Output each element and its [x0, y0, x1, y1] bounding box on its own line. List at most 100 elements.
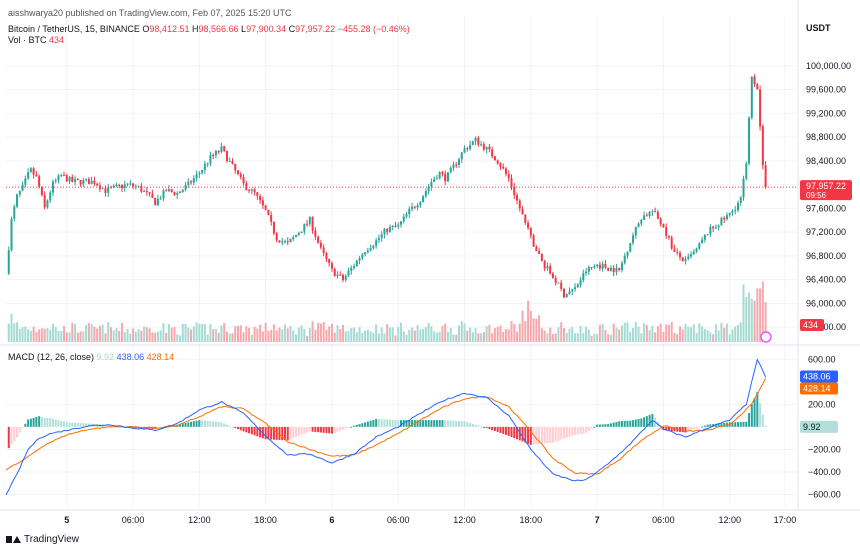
- macd-histogram-bar: [690, 426, 693, 431]
- macd-histogram-bar: [391, 419, 394, 427]
- candle-body: [640, 219, 643, 224]
- candle-body: [129, 183, 132, 185]
- footer-brand[interactable]: TradingView: [6, 534, 79, 545]
- macd-histogram-bar: [361, 423, 364, 427]
- candle-body: [692, 251, 695, 255]
- volume-bar: [220, 325, 223, 342]
- macd-histogram-bar: [480, 426, 483, 428]
- macd-histogram-bar: [433, 420, 436, 427]
- macd-histogram-bar: [502, 426, 505, 434]
- volume-bar: [353, 327, 356, 342]
- time-tick-label: 12:00: [188, 515, 211, 525]
- candle-body: [687, 256, 690, 259]
- candle-body: [618, 267, 621, 270]
- candle-body: [430, 181, 433, 187]
- symbol-name[interactable]: Bitcoin / TetherUS, 15, BINANCE: [8, 24, 140, 34]
- volume-bar: [98, 325, 101, 342]
- macd-histogram-bar: [159, 426, 162, 428]
- candle-body: [253, 189, 256, 193]
- macd-histogram-bar: [339, 426, 342, 431]
- candle-body: [328, 259, 331, 264]
- candle-body: [535, 246, 538, 252]
- candle-body: [79, 179, 82, 185]
- candle-body: [383, 229, 386, 235]
- volume-bar: [272, 324, 275, 342]
- candle-body: [604, 263, 607, 268]
- candle-body: [104, 188, 107, 193]
- volume-label[interactable]: Vol · BTC: [8, 35, 47, 45]
- macd-histogram-bar: [538, 426, 541, 445]
- volume-bar: [336, 325, 339, 342]
- volume-bar: [35, 331, 38, 342]
- candle-body: [482, 144, 485, 150]
- volume-bar: [643, 323, 646, 342]
- macd-histogram-bar: [560, 426, 563, 440]
- candle-body: [148, 192, 151, 194]
- macd-histogram-bar: [353, 425, 356, 427]
- macd-histogram-bar: [217, 422, 220, 427]
- candle-body: [736, 203, 739, 211]
- macd-histogram-bar: [333, 426, 336, 433]
- volume-bar: [463, 323, 466, 342]
- volume-bar: [256, 328, 259, 342]
- candle-body: [377, 238, 380, 241]
- volume-bar: [466, 330, 469, 342]
- candle-body: [46, 200, 49, 208]
- macd-tick-label: 600.00: [808, 354, 836, 364]
- volume-bar: [587, 329, 590, 342]
- volume-bar: [477, 332, 480, 342]
- signal-value: 428.14: [146, 352, 175, 362]
- macd-histogram-bar: [593, 426, 596, 428]
- macd-histogram-bar: [444, 420, 447, 427]
- candle-body: [435, 178, 438, 180]
- time-tick-label: 06:00: [652, 515, 675, 525]
- macd-histogram-bar: [364, 422, 367, 427]
- volume-bar: [71, 322, 74, 342]
- candle-body: [10, 218, 13, 251]
- candle-body: [317, 236, 320, 243]
- candle-body: [248, 189, 251, 191]
- candle-body: [753, 76, 756, 85]
- candle-body: [203, 163, 206, 170]
- candle-body: [742, 178, 745, 198]
- volume-bar: [388, 327, 391, 342]
- candle-body: [620, 263, 623, 270]
- volume-bar: [375, 324, 378, 342]
- macd-histogram-bar: [446, 420, 449, 427]
- candle-body: [701, 239, 704, 244]
- macd-histogram-bar: [212, 421, 215, 427]
- macd-histogram-bar: [234, 426, 237, 428]
- candle-body: [118, 185, 121, 187]
- macd-histogram-bar: [46, 418, 49, 427]
- macd-histogram-bar: [543, 426, 546, 444]
- volume-bar: [145, 327, 148, 342]
- volume-bar: [496, 326, 499, 342]
- candle-body: [463, 148, 466, 153]
- macd-histogram-bar: [245, 426, 248, 433]
- macd-label[interactable]: MACD (12, 26, close): [8, 352, 95, 362]
- last-price-label: 97,957.22: [806, 181, 846, 191]
- macd-histogram-bar: [750, 404, 753, 427]
- macd-histogram-bar: [397, 420, 400, 427]
- macd-histogram-bar: [634, 419, 637, 427]
- macd-histogram-bar: [40, 417, 43, 427]
- candle-body: [665, 227, 668, 236]
- macd-line: [5, 358, 767, 496]
- macd-histogram-bar: [250, 426, 253, 435]
- volume-bar: [24, 326, 27, 342]
- volume-bar: [549, 327, 552, 342]
- candle-body: [137, 185, 140, 187]
- macd-histogram-bar: [673, 426, 676, 432]
- volume-bar: [121, 322, 124, 342]
- candle-body: [759, 89, 762, 127]
- macd-histogram-bar: [388, 419, 391, 427]
- macd-histogram-bar: [618, 421, 621, 427]
- macd-histogram-bar: [51, 418, 54, 427]
- volume-bar: [314, 329, 317, 342]
- volume-bar: [692, 324, 695, 342]
- change-value: −455.28 (−0.46%): [337, 24, 410, 34]
- macd-histogram-bar: [748, 413, 751, 427]
- time-tick-label: 06:00: [387, 515, 410, 525]
- macd-histogram-bar: [582, 426, 585, 434]
